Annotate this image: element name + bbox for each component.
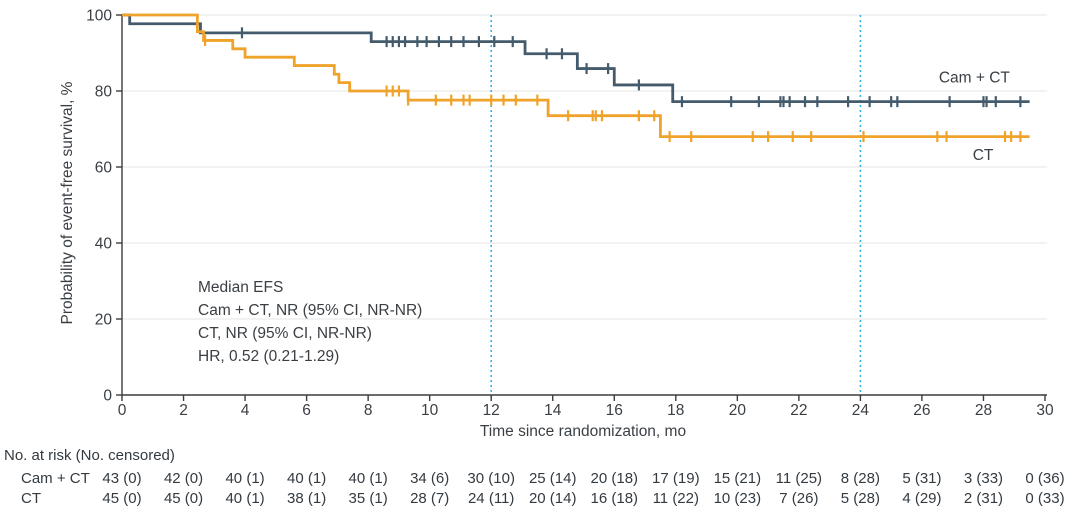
x-tick-label: 0	[118, 402, 127, 419]
curve-label-camct: Cam + CT	[939, 69, 1011, 86]
y-tick-label: 100	[86, 8, 112, 25]
risk-cell: 40 (1)	[225, 490, 265, 507]
y-tick-label: 20	[95, 312, 113, 329]
risk-cell: 45 (0)	[102, 490, 142, 507]
x-axis-title: Time since randomization, mo	[480, 423, 686, 440]
risk-cell: 0 (36)	[1025, 470, 1065, 487]
risk-cell: 43 (0)	[102, 470, 142, 487]
survival-curve-camct	[122, 13, 1030, 104]
risk-cell: 0 (33)	[1025, 490, 1065, 507]
annotation-line: Cam + CT, NR (95% CI, NR-NR)	[198, 302, 422, 319]
number-at-risk-table: No. at risk (No. censored) Cam + CT 43 (0…	[0, 444, 1080, 519]
annotation-line: HR, 0.52 (0.21-1.29)	[198, 348, 339, 365]
risk-cell: 5 (31)	[902, 470, 942, 487]
x-tick-label: 14	[544, 402, 562, 419]
risk-cell: 11 (22)	[652, 490, 699, 507]
risk-cell: 40 (1)	[225, 470, 265, 487]
risk-cell: 30 (10)	[467, 470, 515, 487]
risk-cell: 16 (18)	[590, 490, 639, 507]
gridlines	[122, 14, 1047, 320]
x-tick-label: 18	[667, 402, 684, 419]
censor-marks	[203, 27, 1022, 143]
risk-cell: 5 (28)	[840, 490, 880, 507]
risk-cell: 15 (21)	[713, 470, 762, 487]
survival-curves	[122, 13, 1030, 138]
risk-cell: 24 (11)	[467, 490, 515, 507]
risk-cell: 34 (6)	[410, 470, 450, 487]
risk-cell: 4 (29)	[902, 490, 942, 507]
y-axis-title: Probability of event-free survival, %	[59, 81, 76, 324]
risk-cell: 2 (31)	[963, 490, 1004, 507]
risk-cell: 7 (26)	[779, 490, 819, 507]
risk-row-label: Cam + CT	[21, 470, 90, 487]
x-tick-label: 24	[852, 402, 870, 419]
y-tick-label: 0	[103, 388, 112, 405]
curve-labels: Cam + CT CT	[939, 69, 1011, 164]
axes	[116, 14, 1047, 401]
risk-cell: 42 (0)	[163, 470, 204, 487]
x-tick-label: 6	[302, 402, 311, 419]
risk-table-header: No. at risk (No. censored)	[4, 447, 175, 464]
risk-cell: 8 (28)	[840, 470, 880, 487]
risk-cell: 10 (23)	[713, 490, 762, 507]
risk-row-ct: CT 45 (0) 45 (0) 40 (1) 38 (1) 35 (1) 28 (7) 24…	[0, 490, 1080, 510]
risk-cell: 40 (1)	[287, 470, 327, 487]
annotation-line: CT, NR (95% CI, NR-NR)	[198, 325, 372, 342]
risk-cell: 35 (1)	[348, 490, 388, 507]
risk-cell: 17 (19)	[652, 470, 700, 487]
x-tick-label: 4	[241, 402, 250, 419]
median-efs-annotation: Median EFS Cam + CT, NR (95% CI, NR-NR) CT…	[198, 279, 422, 365]
annotation-line: Median EFS	[198, 279, 283, 296]
risk-cell: 3 (33)	[963, 470, 1004, 487]
x-tick-label: 10	[421, 402, 439, 419]
risk-cell: 20 (18)	[590, 470, 639, 487]
y-tick-label: 60	[95, 160, 113, 177]
reference-lines	[490, 15, 862, 399]
risk-cell: 20 (14)	[528, 490, 577, 507]
x-tick-label: 28	[975, 402, 992, 419]
risk-cell: 38 (1)	[287, 490, 327, 507]
x-tick-label: 20	[729, 402, 747, 419]
survival-curve-ct	[122, 13, 1030, 138]
x-tick-label: 12	[483, 402, 500, 419]
x-tick-label: 2	[179, 402, 188, 419]
risk-cell: 45 (0)	[163, 490, 204, 507]
x-tick-label: 16	[606, 402, 623, 419]
risk-row-label: CT	[21, 490, 41, 507]
risk-cell: 40 (1)	[348, 470, 388, 487]
x-tick-label: 30	[1036, 402, 1054, 419]
risk-cell: 11 (25)	[775, 470, 823, 487]
x-tick-label: 26	[913, 402, 930, 419]
curve-label-ct: CT	[973, 147, 994, 164]
x-tick-label: 8	[364, 402, 373, 419]
risk-row-camct: Cam + CT 43 (0) 42 (0) 40 (1) 40 (1) 40 (1) 34…	[0, 470, 1080, 490]
y-tick-label: 40	[95, 236, 113, 253]
risk-cell: 25 (14)	[528, 470, 577, 487]
x-tick-label: 22	[790, 402, 807, 419]
y-tick-label: 80	[95, 84, 113, 101]
risk-cell: 28 (7)	[410, 490, 450, 507]
